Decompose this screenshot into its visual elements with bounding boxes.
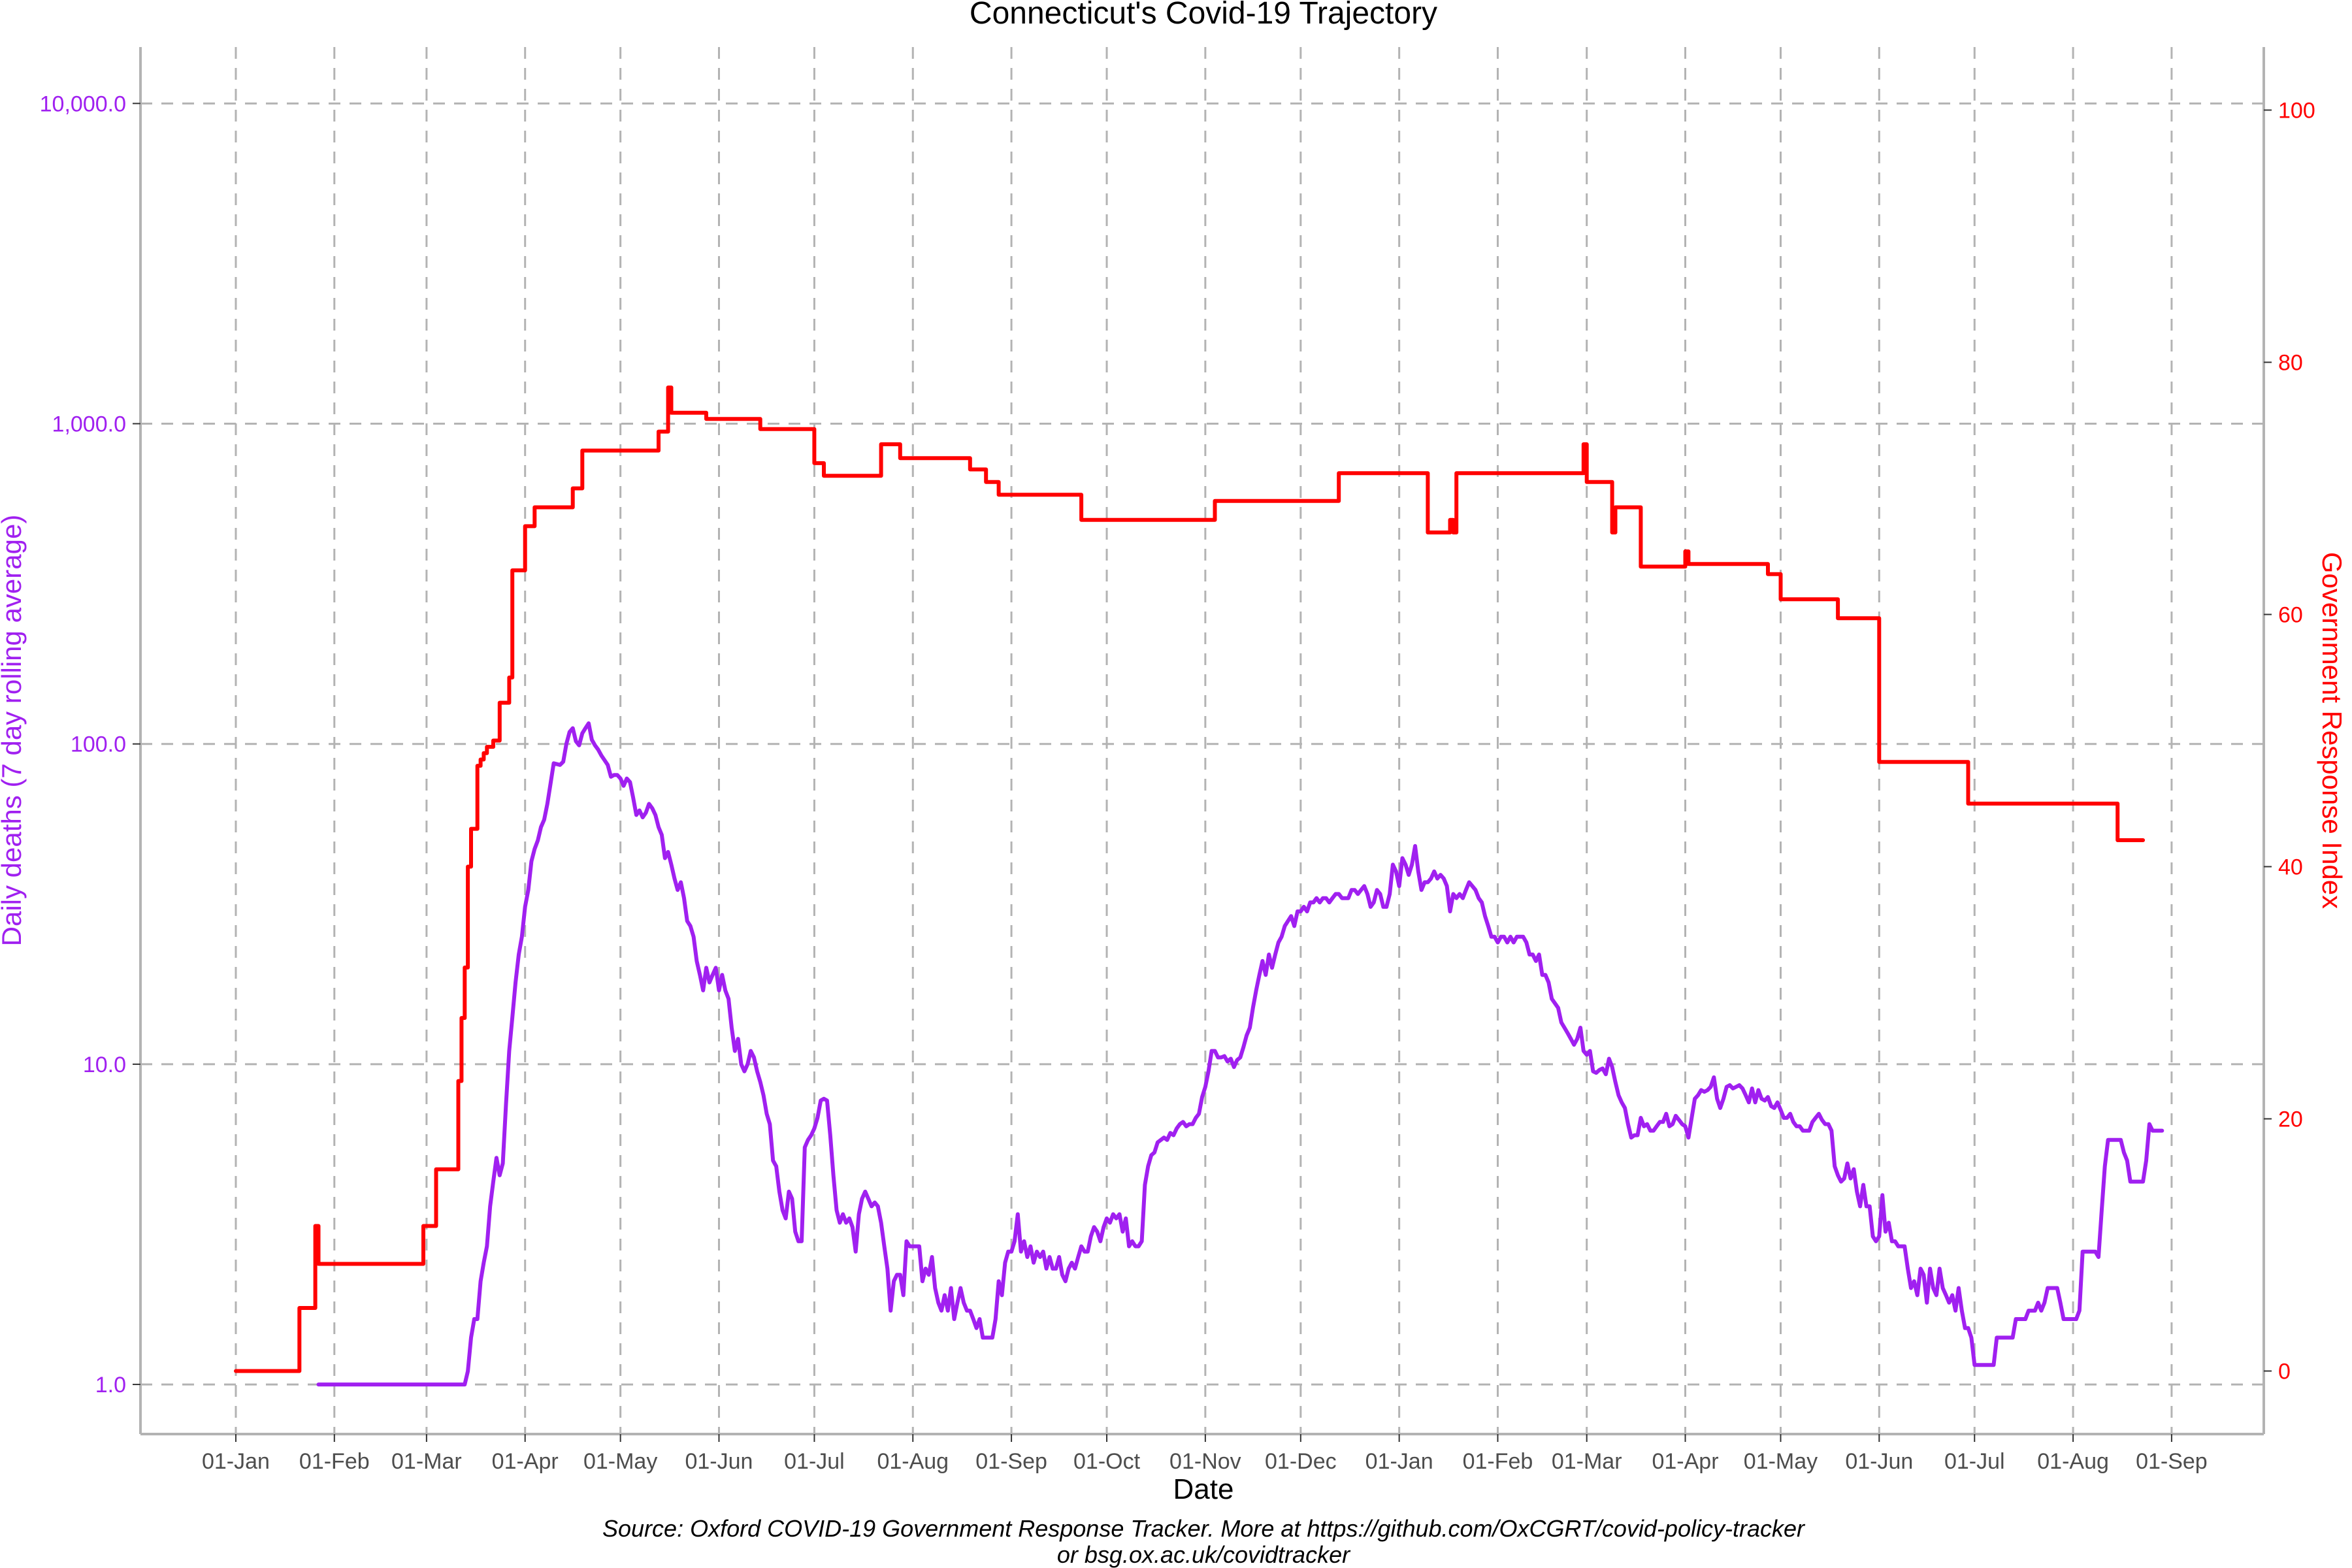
x-tick-label: 01-Sep bbox=[975, 1449, 1047, 1474]
x-tick-label: 01-Feb bbox=[299, 1449, 370, 1474]
x-tick-label: 01-Aug bbox=[877, 1449, 949, 1474]
x-axis-label: Date bbox=[1173, 1473, 1234, 1505]
y-axis-left-label: Daily deaths (7 day rolling average) bbox=[0, 515, 27, 947]
x-tick-label: 01-Jul bbox=[1944, 1449, 2005, 1474]
x-tick-label: 01-Jan bbox=[1365, 1449, 1433, 1474]
source-caption-line-2: or bsg.ox.ac.uk/covidtracker bbox=[1057, 1541, 1351, 1568]
x-tick-label: 01-Jul bbox=[784, 1449, 845, 1474]
x-tick-label: 01-Feb bbox=[1463, 1449, 1533, 1474]
y-left-tick-label: 1,000.0 bbox=[52, 412, 126, 437]
plot-frame bbox=[139, 47, 2265, 1435]
x-tick-label: 01-May bbox=[1744, 1449, 1818, 1474]
x-tick-label: 01-Oct bbox=[1073, 1449, 1141, 1474]
x-tick-label: 01-Jun bbox=[685, 1449, 753, 1474]
y-left-tick-label: 100.0 bbox=[71, 732, 126, 757]
chart-title: Connecticut's Covid-19 Trajectory bbox=[970, 0, 1437, 31]
y-right-tick-label: 20 bbox=[2278, 1107, 2303, 1132]
x-tick-label: 01-Sep bbox=[2136, 1449, 2208, 1474]
x-tick-label: 01-Mar bbox=[1552, 1449, 1622, 1474]
x-tick-label: 01-Jan bbox=[202, 1449, 270, 1474]
x-tick-label: 01-Apr bbox=[1652, 1449, 1718, 1474]
x-tick-label: 01-Jun bbox=[1845, 1449, 1913, 1474]
y-axis-right-label: Government Response Index bbox=[2317, 552, 2347, 909]
daily-deaths-line bbox=[316, 721, 2164, 1387]
y-left-tick-label: 1.0 bbox=[95, 1373, 126, 1397]
x-tick-label: 01-May bbox=[583, 1449, 657, 1474]
y-right-tick-label: 100 bbox=[2278, 99, 2315, 123]
y-right-tick-label: 0 bbox=[2278, 1360, 2291, 1384]
x-tick-label: 01-Mar bbox=[391, 1449, 462, 1474]
y-right-tick-label: 80 bbox=[2278, 351, 2303, 376]
y-left-tick-label: 10.0 bbox=[83, 1053, 126, 1077]
x-tick-label: 01-Apr bbox=[492, 1449, 559, 1474]
y-right-tick-label: 60 bbox=[2278, 603, 2303, 628]
source-caption-line-1: Source: Oxford COVID-19 Government Respo… bbox=[602, 1515, 1806, 1542]
x-tick-label: 01-Nov bbox=[1169, 1449, 1241, 1474]
axes: 01-Jan 01-Feb 01-Mar 01-Apr 01-May 01-Jun 01-J… bbox=[40, 91, 2315, 1474]
x-tick-label: 01-Aug bbox=[2037, 1449, 2109, 1474]
government-response-line bbox=[234, 385, 2146, 1373]
y-right-tick-label: 40 bbox=[2278, 855, 2303, 880]
y-left-tick-label: 10,000.0 bbox=[40, 91, 126, 116]
series-layer bbox=[234, 385, 2164, 1387]
x-tick-label: 01-Dec bbox=[1265, 1449, 1337, 1474]
